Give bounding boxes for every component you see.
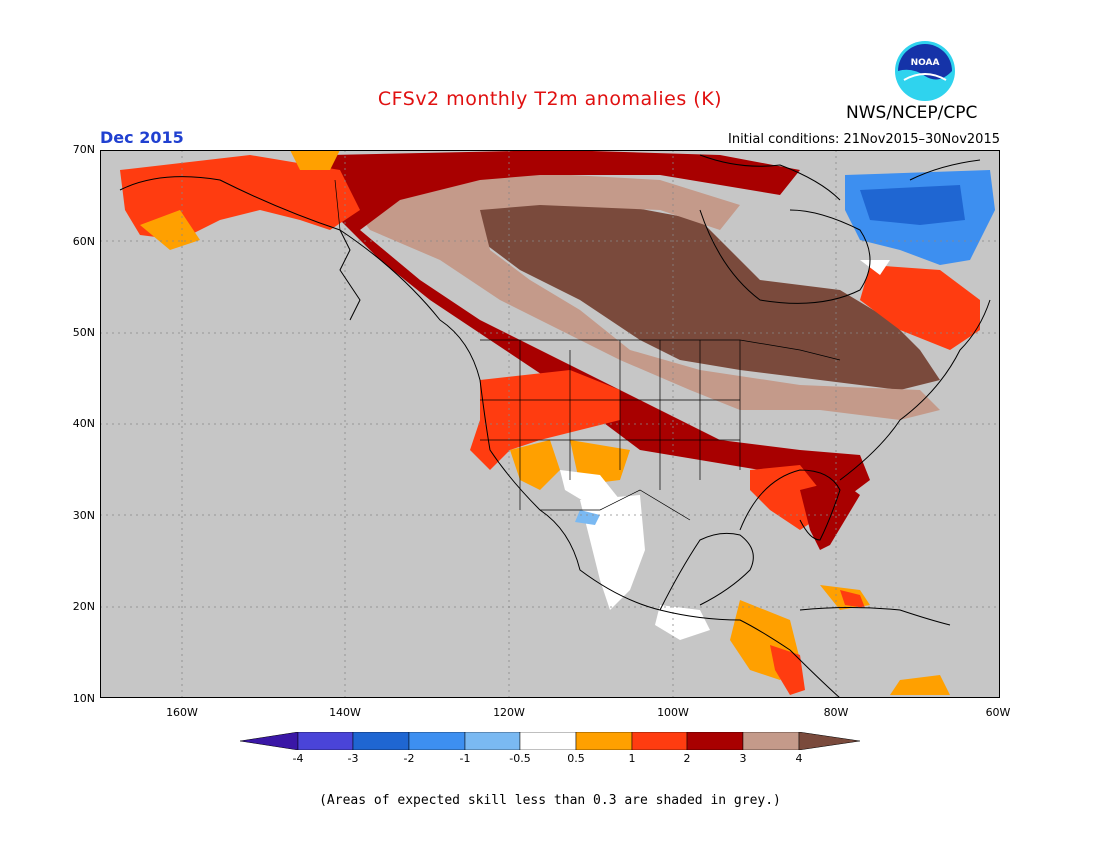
noaa-logo: NOAA bbox=[894, 40, 956, 102]
lon-label-100w: 100W bbox=[657, 706, 689, 719]
colorbar-swatch-9 bbox=[742, 731, 800, 751]
colorbar-label: -4 bbox=[292, 752, 304, 765]
anomaly-fields bbox=[120, 150, 995, 695]
colorbar-arrow-right bbox=[798, 731, 861, 751]
colorbar-swatch-5 bbox=[519, 731, 577, 751]
lon-label-120w: 120W bbox=[493, 706, 525, 719]
colorbar-label: 2 bbox=[683, 752, 691, 765]
svg-text:NOAA: NOAA bbox=[911, 58, 940, 68]
colorbar-label: -2 bbox=[403, 752, 415, 765]
lat-label-40: 40N bbox=[72, 417, 95, 430]
chart-title: CFSv2 monthly T2m anomalies (K) bbox=[377, 88, 723, 110]
agency-label: NWS/NCEP/CPC bbox=[846, 103, 978, 123]
anomaly-map bbox=[100, 150, 1000, 698]
political-borders bbox=[334, 179, 841, 521]
coastlines bbox=[119, 154, 991, 698]
lon-label-140w: 140W bbox=[329, 706, 361, 719]
colorbar-swatch-6 bbox=[575, 731, 633, 751]
colorbar-label: 0.5 bbox=[567, 752, 585, 765]
colorbar-label: -0.5 bbox=[509, 752, 531, 765]
lon-label-160w: 160W bbox=[166, 706, 198, 719]
lat-label-50: 50N bbox=[72, 326, 95, 339]
lat-label-60: 60N bbox=[72, 235, 95, 248]
colorbar-swatch-2 bbox=[352, 731, 410, 751]
colorbar-swatch-8 bbox=[686, 731, 744, 751]
colorbar-label: 3 bbox=[739, 752, 747, 765]
colorbar bbox=[239, 731, 861, 772]
lon-label-80w: 80W bbox=[823, 706, 849, 719]
lat-label-20: 20N bbox=[72, 600, 95, 613]
lat-label-10: 10N bbox=[72, 692, 95, 705]
forecast-month: Dec 2015 bbox=[100, 128, 184, 147]
initial-conditions: Initial conditions: 21Nov2015–30Nov2015 bbox=[728, 132, 1000, 147]
colorbar-swatch-1 bbox=[297, 731, 354, 751]
colorbar-label: 4 bbox=[795, 752, 803, 765]
lat-label-30: 30N bbox=[72, 509, 95, 522]
colorbar-swatch-7 bbox=[631, 731, 688, 751]
colorbar-arrow-left bbox=[239, 731, 299, 751]
lat-label-70: 70N bbox=[72, 143, 95, 156]
colorbar-label: -3 bbox=[347, 752, 359, 765]
colorbar-label: 1 bbox=[628, 752, 636, 765]
colorbar-swatch-3 bbox=[408, 731, 466, 751]
colorbar-label: -1 bbox=[459, 752, 471, 765]
skill-footnote: (Areas of expected skill less than 0.3 a… bbox=[319, 793, 781, 808]
colorbar-swatch-4 bbox=[464, 731, 521, 751]
lon-label-60w: 60W bbox=[985, 706, 1011, 719]
